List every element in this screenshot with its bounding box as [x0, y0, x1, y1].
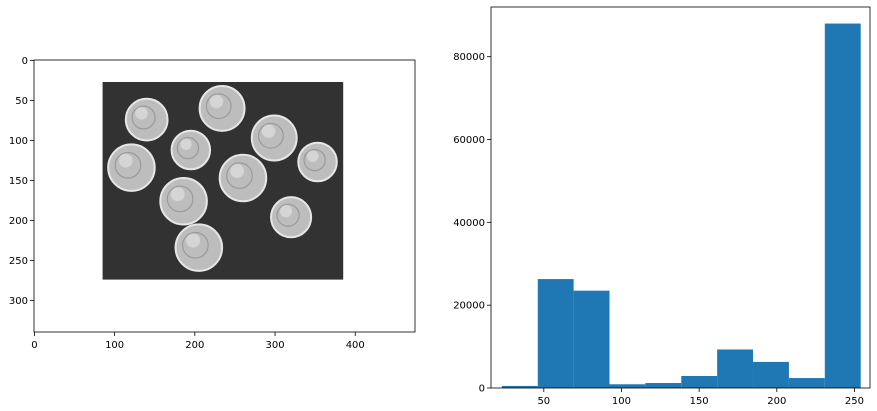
y-tick-label: 250 [9, 256, 28, 267]
x-tick-label: 200 [185, 340, 204, 351]
coin-highlight [280, 205, 293, 218]
histogram-bar [717, 349, 754, 388]
coin [124, 97, 169, 142]
coin-relief [257, 122, 284, 149]
coin-relief [131, 105, 156, 130]
y-tick-label: 20000 [453, 301, 485, 312]
coin-highlight [261, 124, 276, 138]
x-tick-label: 100 [612, 396, 631, 407]
histogram-bar [824, 23, 861, 389]
y-tick-label: 50 [15, 96, 28, 107]
coin-highlight [135, 107, 148, 120]
coin [297, 141, 338, 183]
coin-highlight [170, 187, 185, 202]
coin [250, 114, 298, 162]
coin [159, 176, 208, 226]
coin [174, 223, 224, 272]
x-tick-label: 50 [537, 396, 550, 407]
image-panel: 0 100 200 300 400 0 50 100 150 200 250 300 [9, 56, 416, 351]
histogram-bar [609, 384, 646, 388]
x-tick-label: 150 [690, 396, 709, 407]
histogram-bar [681, 375, 718, 388]
coin-highlight [209, 94, 224, 109]
y-tick-label: 0 [22, 56, 28, 67]
coin-relief [303, 148, 326, 172]
coin-relief [205, 93, 232, 120]
x-tick-label: 100 [105, 340, 124, 351]
x-tick-label: 400 [346, 340, 365, 351]
coin-relief [226, 162, 253, 190]
y-tick-label: 100 [9, 136, 28, 147]
y-tick-label: 0 [479, 384, 485, 395]
y-tick-label: 200 [9, 216, 28, 227]
y-tick-label: 60000 [453, 135, 485, 146]
image-axes-frame [33, 59, 416, 333]
histogram-bar [645, 383, 682, 388]
coin-relief [276, 203, 300, 227]
x-tick-label: 0 [31, 340, 37, 351]
coin [218, 153, 268, 203]
histogram-bar [501, 385, 538, 388]
coin-relief [114, 151, 142, 179]
x-tick-label: 300 [265, 340, 284, 351]
y-tick-label: 40000 [453, 218, 485, 229]
y-tick-label: 150 [9, 176, 28, 187]
histogram-bar [573, 290, 610, 388]
coin-relief [176, 136, 200, 160]
coin-highlight [230, 164, 245, 178]
x-tick-label: 250 [845, 396, 864, 407]
y-tick-label: 80000 [453, 52, 485, 63]
histogram-panel: 50 100 150 200 250 0 20000 40000 60000 80000 [453, 6, 871, 407]
y-tick-label: 300 [9, 296, 28, 307]
coin-highlight [186, 233, 200, 248]
coin [170, 129, 212, 171]
x-tick-label: 200 [767, 396, 786, 407]
coin-highlight [180, 138, 192, 150]
coin-highlight [118, 153, 133, 168]
coin [270, 196, 313, 239]
coin-highlight [306, 150, 319, 162]
histogram-axes-frame [490, 6, 871, 389]
histogram-bar [788, 378, 825, 388]
coin-relief [181, 231, 209, 259]
coin [198, 84, 246, 132]
histogram-bar [537, 279, 574, 388]
coin [107, 143, 156, 192]
histogram-bar [753, 361, 789, 388]
coin-relief [166, 185, 194, 213]
